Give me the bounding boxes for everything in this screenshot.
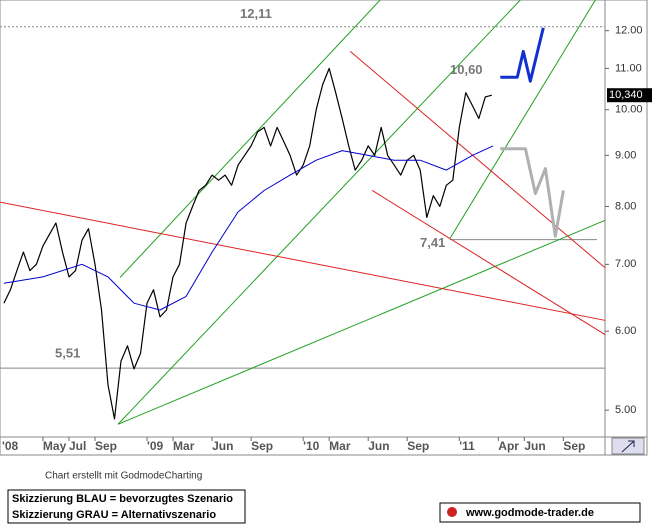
x-tick-label: Mar [173,439,195,453]
x-tick-label: '09 [147,439,164,453]
last-price-box [607,88,652,103]
level-label: 12,11 [240,6,272,21]
y-tick-label: 10.00 [615,104,643,116]
y-tick-label: 8.00 [615,200,636,212]
trend-line [449,0,596,239]
y-tick-label: 6.00 [615,325,636,337]
website-box [439,502,641,523]
series-line [3,67,492,420]
x-tick-label: Sep [563,439,585,453]
legend-note: Skizzierung BLAU = bevorzugtes Szenario [12,493,233,505]
frame [0,0,648,456]
last-price-label: 10,340 [609,89,643,101]
legend-note: Skizzierung GRAU = Alternativszenario [12,509,216,521]
website[interactable]: www.godmode-trader.de [465,507,594,519]
y-tick-label: 12.00 [615,25,643,37]
x-tick-label: '10 [303,439,320,453]
trend-line [371,190,606,336]
trend-line [349,51,606,269]
y-tick-label: 9.00 [615,149,636,161]
x-tick-label: Sep [407,439,429,453]
y-tick-label: 7.00 [615,258,636,270]
series-line [500,27,545,83]
x-tick-label: Sep [95,439,117,453]
x-tick-label: Jun [212,439,233,453]
logo [447,507,457,517]
x-tick-label: Jun [368,439,389,453]
x-tick-label: May [43,439,67,453]
x-tick-label: Jun [524,439,545,453]
credit: Chart erstellt mit GodmodeCharting [45,471,202,482]
x-tick-label: Apr [498,439,519,453]
trend-line [117,219,606,425]
trend-line [0,201,606,321]
legend-box [7,489,246,524]
x-tick-label: Mar [329,439,351,453]
x-tick-label: Jul [69,439,86,453]
x-tick-label: '08 [2,439,19,453]
trend-line [119,0,381,278]
series-line [3,145,494,311]
level-label: 7,41 [420,235,445,250]
icon[interactable] [621,440,635,453]
trend-line [117,0,521,425]
x-tick-label: Sep [251,439,273,453]
level-label: 5,51 [55,346,80,361]
y-tick-label: 11.00 [615,62,642,74]
y-tick-label: 5.00 [615,404,636,416]
x-tick-label: '11 [459,439,475,453]
series-line [500,147,565,238]
